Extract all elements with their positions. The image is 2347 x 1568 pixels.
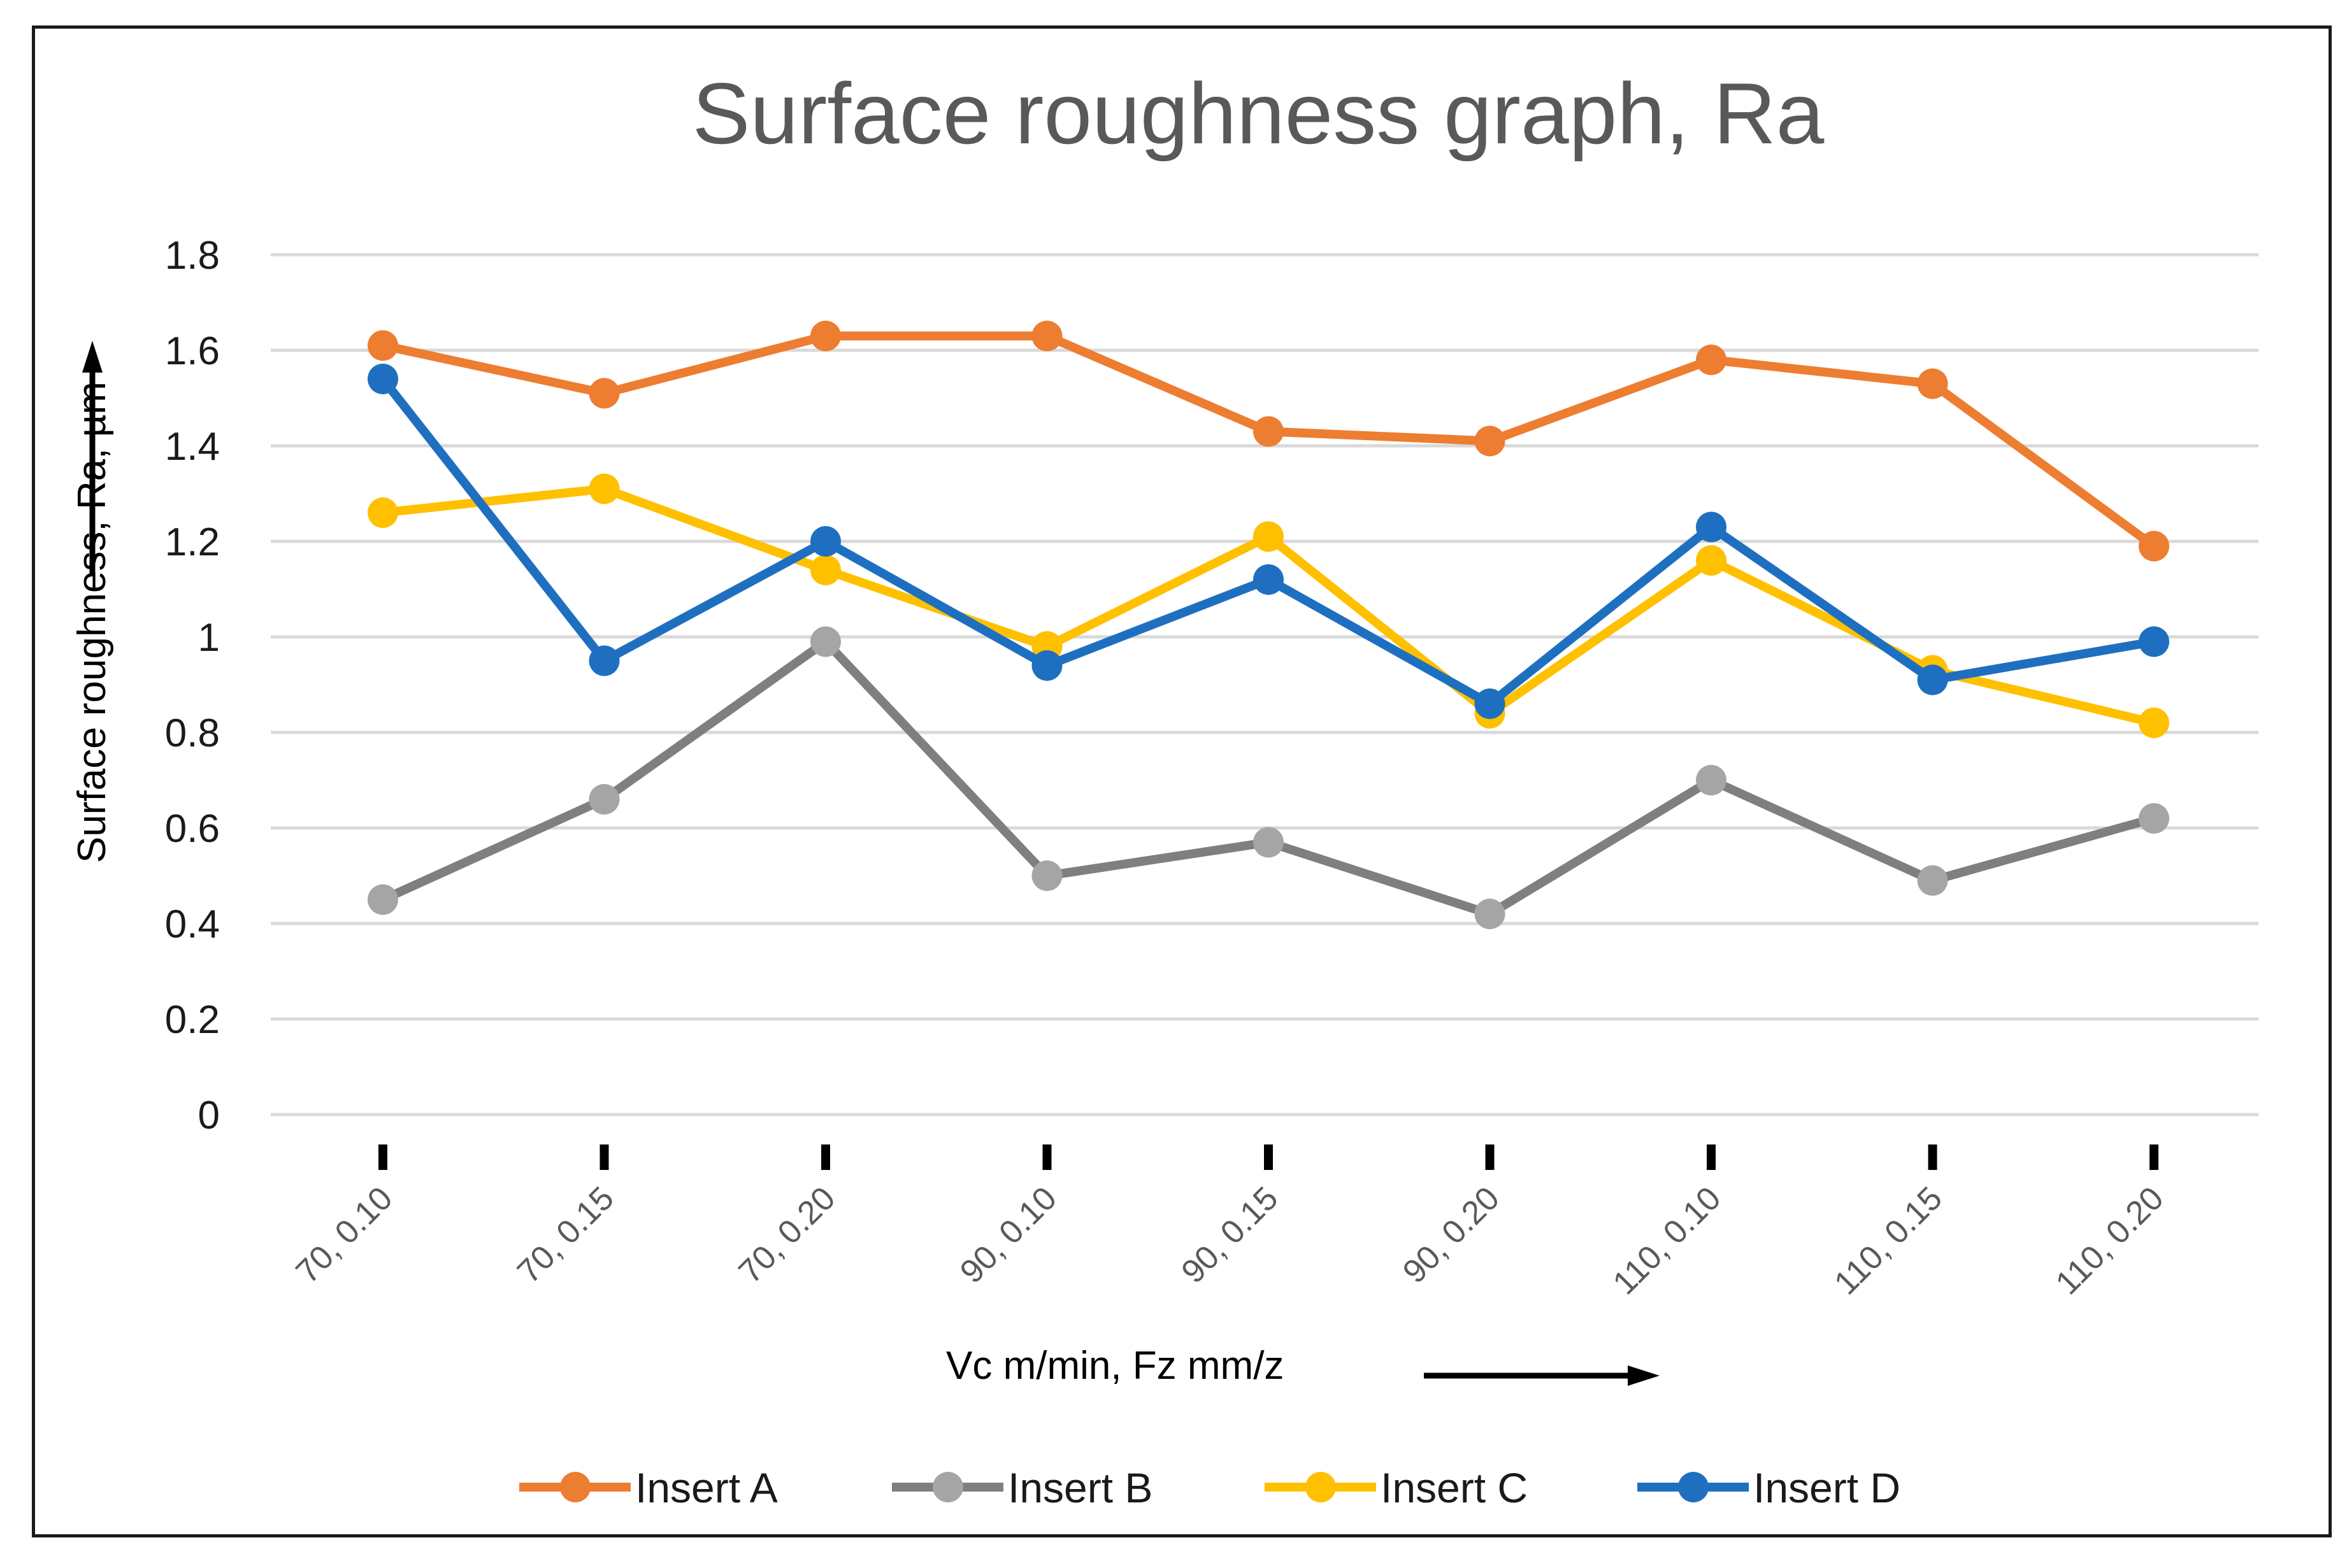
x-tick-label: 70, 0.10 <box>289 1180 400 1290</box>
x-tick-label: 70, 0.20 <box>732 1180 843 1290</box>
y-tick-label: 1.4 <box>165 425 220 469</box>
data-point-insert-c <box>368 497 398 528</box>
y-tick-label: 0 <box>198 1094 220 1137</box>
x-tick-label: 110, 0.15 <box>1827 1180 1949 1302</box>
data-point-insert-d <box>589 645 620 676</box>
data-point-insert-d <box>1474 688 1505 719</box>
x-tick-label: 90, 0.15 <box>1175 1180 1286 1290</box>
data-point-insert-d <box>1031 650 1063 681</box>
data-point-insert-d <box>1253 564 1284 595</box>
legend-item-insert-a: Insert A <box>519 1464 778 1511</box>
y-tick-label: 1.8 <box>165 234 220 278</box>
data-point-insert-d <box>1696 511 1726 543</box>
data-point-insert-d <box>368 364 398 394</box>
y-tick-label: 1.6 <box>165 329 220 373</box>
y-tick-label: 1.2 <box>165 520 220 564</box>
data-point-insert-b <box>2139 803 2169 834</box>
data-point-insert-c <box>1253 521 1284 552</box>
x-axis-ticks: 70, 0.10 70, 0.15 70, 0.20 90, 0.10 90, 0.15… <box>289 1144 2171 1302</box>
legend-marker <box>1305 1472 1336 1502</box>
legend-label: Insert B <box>1008 1464 1152 1511</box>
y-tick-label: 0.6 <box>165 807 220 851</box>
legend-item-insert-c: Insert C <box>1265 1464 1528 1511</box>
data-point-insert-a <box>368 330 398 361</box>
data-point-insert-b <box>810 626 841 657</box>
series-line-insert-b <box>378 637 2158 918</box>
series-insert-b <box>368 626 2169 929</box>
data-point-insert-a <box>2139 531 2169 562</box>
data-point-insert-c <box>1696 545 1726 576</box>
y-tick-label: 1 <box>198 616 220 660</box>
data-point-insert-b <box>1696 765 1726 795</box>
legend-label: Insert C <box>1381 1464 1528 1511</box>
data-point-insert-d <box>1917 664 1948 695</box>
series-insert-d <box>368 364 2169 719</box>
data-point-insert-b <box>1031 860 1063 891</box>
data-point-insert-d <box>810 526 841 557</box>
data-point-insert-a <box>1917 368 1948 399</box>
series-layer <box>368 320 2169 929</box>
data-point-insert-b <box>589 784 620 815</box>
x-axis-arrow-head <box>1628 1365 1660 1386</box>
chart-title: Surface roughness graph, Ra <box>693 65 1825 162</box>
legend-marker <box>1678 1472 1709 1502</box>
data-point-insert-a <box>1696 345 1726 375</box>
x-axis-label: Vc m/min, Fz mm/z <box>946 1344 1284 1388</box>
data-point-insert-b <box>1474 899 1505 929</box>
series-insert-a <box>368 320 2169 562</box>
legend-label: Insert A <box>635 1464 778 1511</box>
legend-marker <box>560 1472 591 1502</box>
legend-item-insert-d: Insert D <box>1637 1464 1900 1511</box>
data-point-insert-d <box>2139 626 2169 657</box>
data-point-insert-a <box>810 320 841 352</box>
y-axis-arrow-head <box>82 341 103 373</box>
data-point-insert-a <box>1031 320 1063 352</box>
legend: Insert A Insert B Insert C Insert D <box>519 1464 1900 1511</box>
x-tick-label: 90, 0.10 <box>953 1180 1064 1290</box>
data-point-insert-b <box>1253 827 1284 858</box>
data-point-insert-b <box>1917 865 1948 896</box>
y-tick-label: 0.2 <box>165 998 220 1042</box>
chart-frame: Surface roughness graph, Ra 0 0.2 0.4 0.6 0.… <box>32 25 2332 1537</box>
data-point-insert-a <box>589 378 620 409</box>
legend-label: Insert D <box>1753 1464 1900 1511</box>
data-point-insert-c <box>589 473 620 504</box>
x-tick-label: 70, 0.15 <box>510 1180 621 1290</box>
data-point-insert-a <box>1253 416 1284 447</box>
y-axis-ticks: 0 0.2 0.4 0.6 0.8 1 1.2 1.4 1.6 1.8 <box>165 234 220 1137</box>
series-insert-c <box>368 473 2169 738</box>
gridlines <box>271 253 2258 1116</box>
data-point-insert-c <box>2139 708 2169 738</box>
data-point-insert-c <box>810 555 841 585</box>
legend-item-insert-b: Insert B <box>892 1464 1152 1511</box>
data-point-insert-a <box>1474 425 1505 457</box>
chart-canvas: Surface roughness graph, Ra 0 0.2 0.4 0.6 0.… <box>70 65 2258 1511</box>
y-tick-label: 0.4 <box>165 902 220 946</box>
y-tick-label: 0.8 <box>165 711 220 755</box>
x-tick-label: 110, 0.10 <box>1606 1180 1728 1302</box>
legend-marker <box>933 1472 963 1502</box>
data-point-insert-b <box>368 884 398 915</box>
x-tick-label: 90, 0.20 <box>1396 1180 1507 1290</box>
x-tick-label: 110, 0.20 <box>2049 1180 2171 1302</box>
